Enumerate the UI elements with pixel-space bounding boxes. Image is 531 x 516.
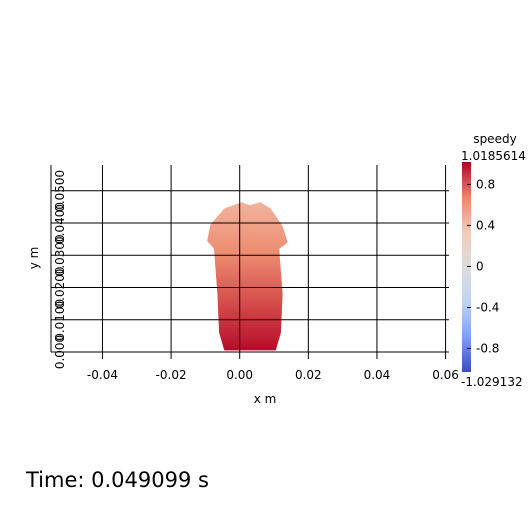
y-tick-label: 0.0400 — [53, 202, 67, 244]
colorbar-tick-label: 0.4 — [476, 218, 495, 232]
y-tick-label: 0.0300 — [53, 234, 67, 276]
time-annotation: Time: 0.049099 s — [26, 468, 209, 492]
x-axis-title: x m — [254, 392, 277, 406]
y-axis-title: y m — [27, 247, 41, 270]
plot-area: -0.04 -0.02 0.00 0.02 0.04 0.060.0000.01000.0… — [27, 165, 459, 406]
colorbar-tick-label: -0.8 — [476, 342, 499, 356]
x-tick-label: 0.04 — [364, 368, 391, 382]
x-tick-label: 0.02 — [295, 368, 322, 382]
x-tick-label: 0.06 — [432, 368, 459, 382]
colorbar-tick-label: -0.4 — [476, 300, 499, 314]
x-tick-label: -0.02 — [156, 368, 187, 382]
y-tick-label: 0.0500 — [53, 170, 67, 212]
colorbar-tick-label: 0 — [476, 259, 484, 273]
colorbar-gradient — [462, 162, 471, 372]
x-tick-label: 0.00 — [226, 368, 253, 382]
colorbar-max-label: 1.0185614 — [461, 149, 526, 163]
y-tick-label: 0.0100 — [53, 299, 67, 341]
speed-field — [207, 202, 288, 351]
colorbar: speedy 1.0185614 -1.029132 0.8 0.4 0 -0.4 -0.8 — [461, 132, 526, 389]
x-tick-label: -0.04 — [87, 368, 118, 382]
colorbar-min-label: -1.029132 — [461, 375, 523, 389]
y-tick-label: 0.0200 — [53, 267, 67, 309]
colorbar-title: speedy — [473, 132, 516, 146]
colorbar-tick-label: 0.8 — [476, 177, 495, 191]
